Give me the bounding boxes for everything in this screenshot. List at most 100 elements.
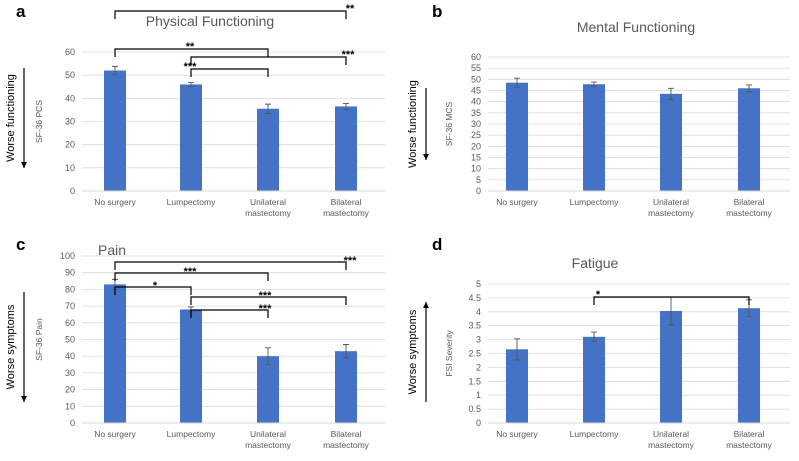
y-tick-label: 35 bbox=[471, 108, 481, 118]
error-bar bbox=[343, 102, 349, 110]
y-tick-label: 15 bbox=[471, 153, 481, 163]
significance-label: *** bbox=[184, 61, 198, 73]
y-tick-label: 0 bbox=[476, 418, 481, 428]
x-tick-label: Lumpectomy bbox=[570, 429, 619, 439]
x-tick-label: No surgery bbox=[94, 197, 136, 207]
bar bbox=[335, 106, 357, 191]
chart-title: Physical Functioning bbox=[146, 13, 274, 29]
significance-bracket bbox=[593, 296, 750, 305]
panel-letter: d bbox=[432, 235, 442, 254]
error-bar bbox=[668, 87, 674, 100]
error-bar bbox=[188, 82, 194, 87]
bar bbox=[257, 356, 279, 423]
significance-bracket bbox=[190, 68, 269, 77]
bar bbox=[506, 349, 528, 423]
y-tick-label: 0.5 bbox=[468, 404, 481, 414]
y-tick-label: 40 bbox=[65, 351, 75, 361]
y-tick-label: 2.5 bbox=[468, 349, 481, 359]
significance-bracket bbox=[114, 272, 269, 281]
x-tick-label: Lumpectomy bbox=[570, 197, 619, 207]
chart-title: Pain bbox=[98, 242, 126, 258]
y-tick-label: 1 bbox=[476, 390, 481, 400]
error-bar bbox=[343, 344, 349, 359]
y-tick-label: 50 bbox=[471, 74, 481, 84]
y-tick-label: 20 bbox=[65, 385, 75, 395]
x-tick-label: Bilateral bbox=[331, 429, 362, 439]
error-bar bbox=[746, 84, 752, 93]
y-axis-label: SF-36 MCS bbox=[444, 101, 454, 146]
arrow-down-icon bbox=[423, 154, 429, 160]
y-tick-label: 70 bbox=[65, 301, 75, 311]
significance-label: * bbox=[596, 289, 601, 301]
significance-label: ** bbox=[186, 41, 195, 53]
error-bar bbox=[514, 338, 520, 361]
x-tick-label: No surgery bbox=[496, 429, 538, 439]
x-tick-label: No surgery bbox=[496, 197, 538, 207]
significance-label: ** bbox=[346, 3, 355, 15]
y-tick-label: 10 bbox=[65, 163, 75, 173]
bar bbox=[660, 93, 682, 191]
y-tick-label: 30 bbox=[471, 119, 481, 129]
y-tick-label: 20 bbox=[471, 141, 481, 151]
y-tick-label: 90 bbox=[65, 268, 75, 278]
significance-bracket bbox=[190, 309, 269, 318]
significance-bracket bbox=[114, 286, 192, 295]
y-tick-label: 60 bbox=[65, 318, 75, 328]
bar bbox=[335, 351, 357, 423]
x-tick-label: Unilateral bbox=[250, 429, 286, 439]
panel-a: a Physical Functioning 0 10 20 30 40 50 60 SF-36 … bbox=[5, 2, 385, 218]
side-label: Worse symptoms bbox=[407, 309, 419, 394]
y-tick-label: 40 bbox=[471, 97, 481, 107]
panel-letter: c bbox=[16, 235, 25, 254]
significance-label: * bbox=[153, 280, 158, 292]
x-tick-label: Unilateral bbox=[250, 197, 286, 207]
x-tick-label: mastectomy bbox=[245, 440, 292, 450]
significance-label: *** bbox=[342, 49, 356, 61]
chart-title: Mental Functioning bbox=[577, 19, 695, 35]
y-axis-label: SF-36 Pain bbox=[34, 318, 44, 361]
arrow-down-icon bbox=[21, 396, 27, 402]
x-tick-label: mastectomy bbox=[648, 208, 695, 218]
y-tick-label: 100 bbox=[60, 251, 75, 261]
x-tick-label: mastectomy bbox=[726, 208, 773, 218]
significance-bracket bbox=[190, 296, 347, 305]
x-tick-label: mastectomy bbox=[648, 440, 695, 450]
bar bbox=[104, 70, 126, 191]
y-tick-label: 25 bbox=[471, 130, 481, 140]
panel-d: d Fatigue 0 0.5 1 1.5 2 2.5 3 3.5 4 4.5 5 FSI Severit… bbox=[407, 235, 790, 450]
bar bbox=[104, 284, 126, 423]
y-axis-label: FSI Severity bbox=[444, 330, 454, 377]
y-tick-label: 0 bbox=[70, 186, 75, 196]
y-tick-label: 60 bbox=[471, 52, 481, 62]
bar bbox=[660, 310, 682, 423]
chart-title: Fatigue bbox=[572, 255, 619, 271]
error-bar bbox=[265, 347, 271, 365]
bar bbox=[180, 309, 202, 423]
bar bbox=[583, 336, 605, 423]
bar bbox=[506, 82, 528, 191]
y-tick-label: 45 bbox=[471, 86, 481, 96]
arrow-down-icon bbox=[21, 162, 27, 168]
y-tick-label: 30 bbox=[65, 117, 75, 127]
bar bbox=[180, 84, 202, 191]
side-label: Worse functioning bbox=[5, 74, 17, 162]
y-tick-label: 2 bbox=[476, 362, 481, 372]
x-tick-label: Bilateral bbox=[331, 197, 362, 207]
y-tick-label: 5 bbox=[476, 175, 481, 185]
y-tick-label: 0 bbox=[476, 186, 481, 196]
side-label: Worse functioning bbox=[407, 80, 419, 168]
y-tick-label: 10 bbox=[471, 164, 481, 174]
bar bbox=[583, 84, 605, 191]
arrow-up-icon bbox=[423, 302, 429, 308]
significance-bracket bbox=[114, 10, 347, 19]
x-tick-label: mastectomy bbox=[245, 208, 292, 218]
y-tick-label: 4.5 bbox=[468, 293, 481, 303]
x-tick-label: mastectomy bbox=[323, 208, 370, 218]
y-tick-label: 40 bbox=[65, 93, 75, 103]
y-tick-label: 3 bbox=[476, 335, 481, 345]
y-tick-label: 60 bbox=[65, 47, 75, 57]
bar bbox=[738, 308, 760, 423]
panel-c: c Pain 0 10 20 30 40 50 60 70 80 90 100 SF-36 Pain Wor… bbox=[5, 235, 385, 450]
